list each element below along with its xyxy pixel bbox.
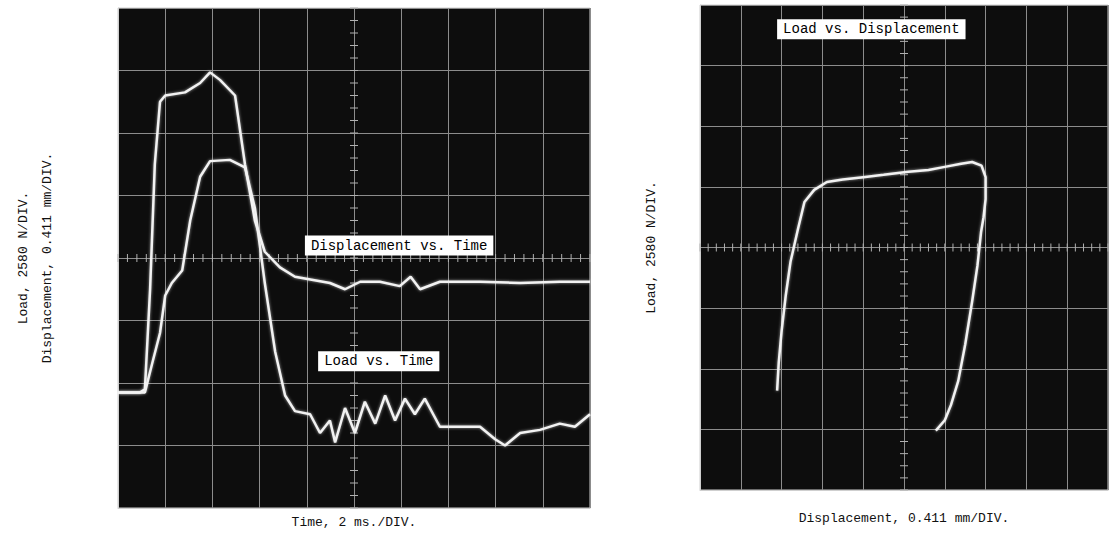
svg-text:Displacement, 0.411 mm/DIV.: Displacement, 0.411 mm/DIV. [799,511,1010,526]
svg-text:Load, 2580 N/DIV.: Load, 2580 N/DIV. [16,192,31,325]
svg-text:Time, 2 ms./DIV.: Time, 2 ms./DIV. [292,515,417,530]
svg-text:Load vs. Displacement: Load vs. Displacement [783,21,959,37]
svg-text:Load vs. Time: Load vs. Time [324,353,433,369]
svg-text:Load, 2580 N/DIV.: Load, 2580 N/DIV. [644,181,659,314]
svg-text:Displacement, 0.411 mm/DIV.: Displacement, 0.411 mm/DIV. [40,153,55,364]
svg-text:Displacement vs. Time: Displacement vs. Time [311,238,487,254]
